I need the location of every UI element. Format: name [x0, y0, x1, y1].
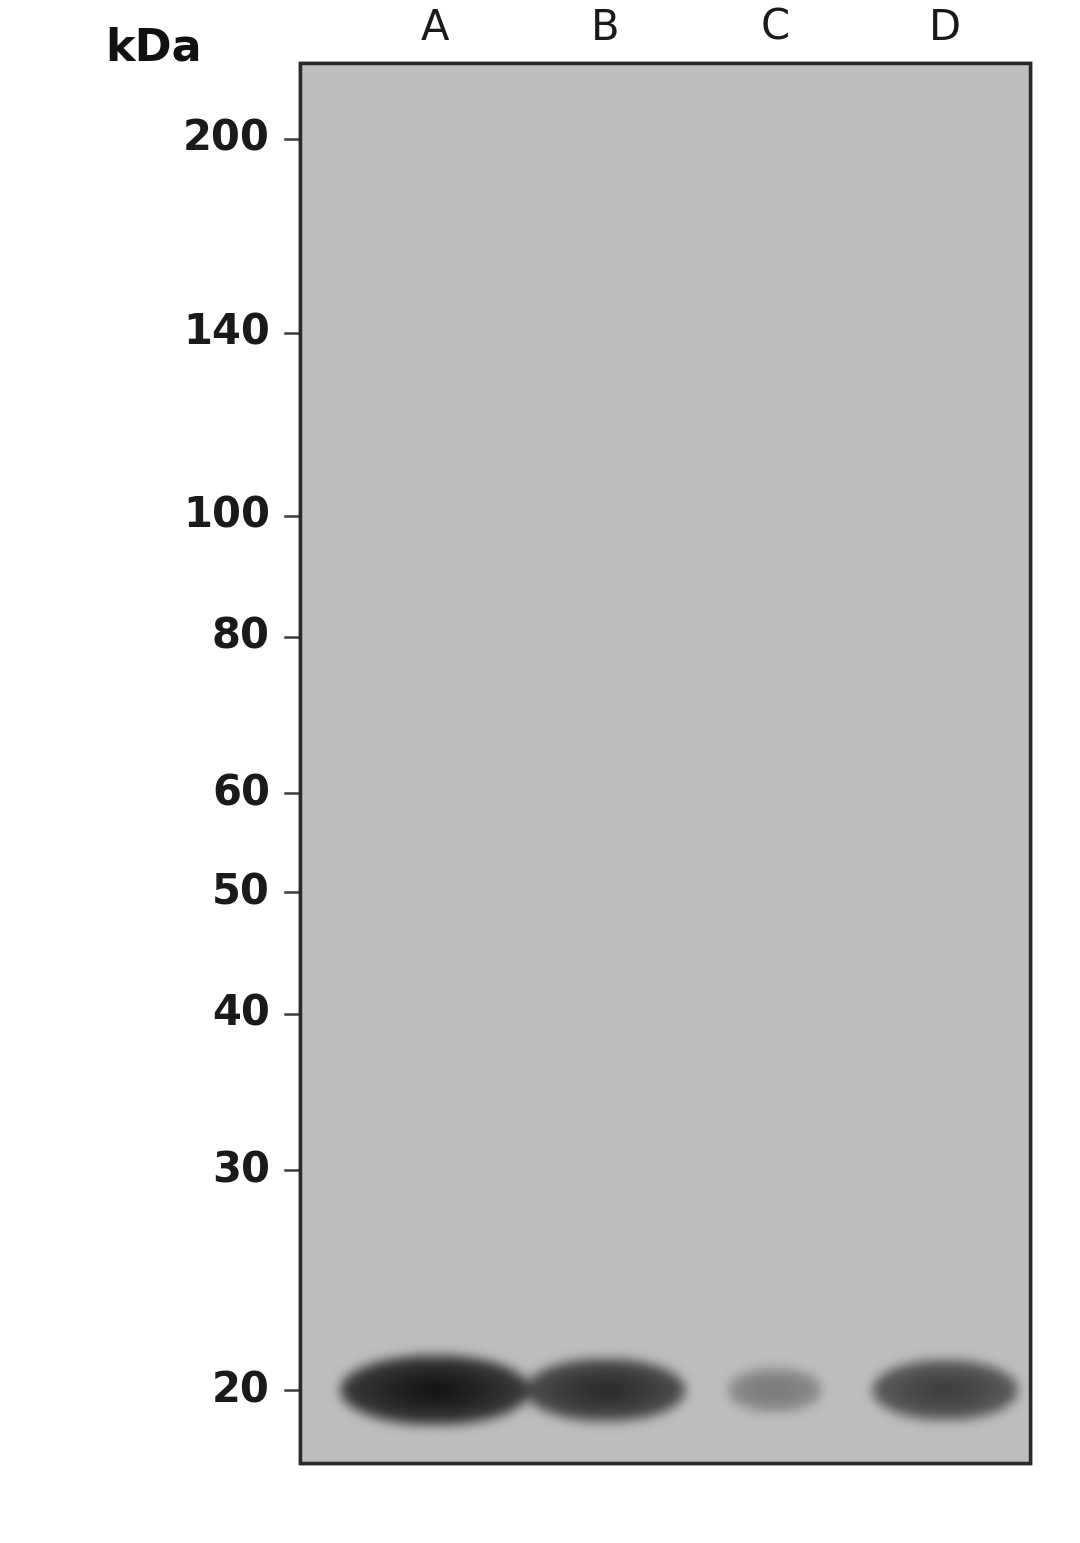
Bar: [903, 63, 987, 1463]
Text: 30: 30: [212, 1150, 270, 1191]
Text: 200: 200: [184, 117, 270, 160]
Text: 50: 50: [212, 872, 270, 913]
Bar: [563, 63, 648, 1463]
Text: 80: 80: [212, 616, 270, 657]
Bar: [300, 63, 1030, 1463]
Text: A: A: [421, 8, 449, 49]
Text: 40: 40: [212, 992, 270, 1035]
Text: kDa: kDa: [105, 26, 202, 69]
Text: 140: 140: [184, 312, 270, 353]
Text: 100: 100: [183, 495, 270, 537]
Text: D: D: [929, 8, 961, 49]
Bar: [732, 63, 818, 1463]
Bar: [392, 63, 477, 1463]
Bar: [300, 63, 1030, 1463]
Text: 60: 60: [212, 773, 270, 815]
Text: 20: 20: [212, 1370, 270, 1412]
Text: C: C: [760, 8, 789, 49]
Text: B: B: [591, 8, 619, 49]
